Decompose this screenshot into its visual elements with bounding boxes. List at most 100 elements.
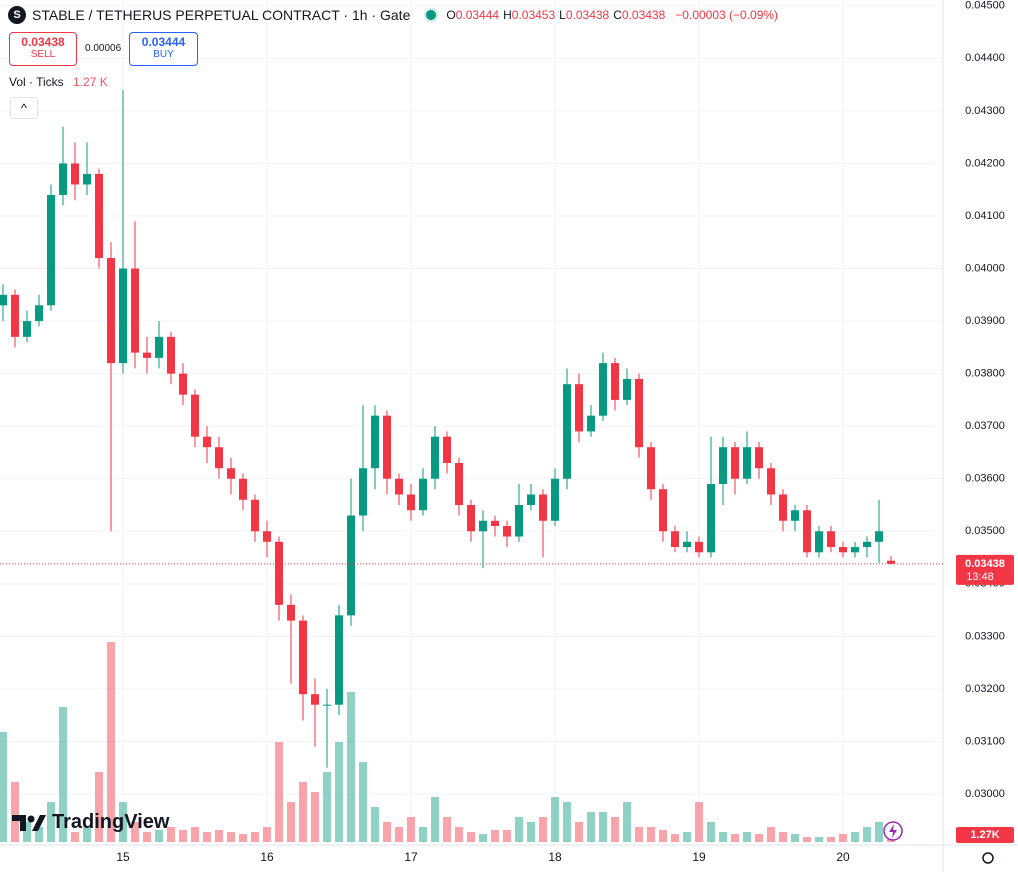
candle-body	[623, 378, 631, 400]
candle-body	[515, 505, 523, 537]
logo-text: TradingView	[52, 811, 170, 833]
collapse-button[interactable]: ^	[10, 97, 38, 119]
volume-bar	[551, 797, 559, 842]
volume-bar	[263, 827, 271, 842]
x-tick-label: 19	[692, 850, 706, 864]
volume-bar	[47, 802, 55, 842]
x-tick-label: 17	[404, 850, 418, 864]
volume-bar	[719, 832, 727, 842]
volume-bar	[743, 832, 751, 842]
volume-bar	[659, 830, 667, 842]
logo-mark	[12, 814, 46, 831]
volume-bar	[611, 817, 619, 842]
candle-body	[827, 531, 835, 548]
candle-body	[851, 547, 859, 553]
candle-body	[779, 494, 787, 521]
volume-bar	[419, 827, 427, 842]
y-tick-label: 0.03800	[965, 368, 1005, 380]
candle-body	[299, 620, 307, 695]
candle-body	[191, 394, 199, 437]
candle-body	[335, 615, 343, 705]
candle-body	[167, 336, 175, 374]
volume-bar	[203, 832, 211, 842]
settings-button[interactable]	[982, 852, 994, 864]
candle-body	[491, 520, 499, 527]
volume-bar	[95, 772, 103, 842]
candle-body	[479, 520, 487, 532]
buy-button[interactable]: 0.03444 BUY	[129, 32, 198, 66]
volume-legend-value: 1.27 K	[73, 75, 108, 89]
candle-body	[767, 468, 775, 495]
volume-bar	[275, 742, 283, 842]
change: −0.00003 (−0.09%)	[675, 8, 779, 22]
volume-bar	[251, 832, 259, 842]
volume-bar	[155, 830, 163, 842]
candle-body	[539, 494, 547, 521]
volume-bar	[179, 830, 187, 842]
x-tick-label: 16	[260, 850, 274, 864]
volume-bar	[0, 732, 7, 842]
volume-bar	[299, 782, 307, 842]
volume-bar	[791, 834, 799, 842]
candle-body	[371, 415, 379, 469]
candle-body	[659, 489, 667, 532]
y-tick-label: 0.04500	[965, 0, 1005, 12]
status-dot	[426, 10, 437, 20]
volume-bar	[527, 822, 535, 842]
candle-body	[383, 415, 391, 479]
y-tick-label: 0.04400	[965, 52, 1005, 64]
candle-body	[239, 478, 247, 500]
candle-body	[719, 447, 727, 484]
volume-bar	[815, 837, 823, 842]
volume-bar	[59, 707, 67, 842]
volume-bar	[107, 642, 115, 842]
volume-bar	[707, 822, 715, 842]
volume-bar	[731, 834, 739, 842]
candle-body	[875, 531, 883, 542]
volume-bar	[863, 827, 871, 842]
candle-body	[143, 352, 151, 358]
y-tick-label: 0.04000	[965, 262, 1005, 274]
y-tick-label: 0.03600	[965, 473, 1005, 485]
sell-label: SELL	[30, 49, 56, 60]
candle-body	[887, 560, 895, 564]
volume-bar	[287, 802, 295, 842]
x-tick-label: 18	[548, 850, 562, 864]
x-tick-label: 15	[116, 850, 130, 864]
candle-body	[395, 478, 403, 495]
volume-bar	[587, 812, 595, 842]
symbol-icon: S	[8, 6, 26, 24]
volume-bar	[479, 834, 487, 842]
y-tick-label: 0.03700	[965, 420, 1005, 432]
candle-body	[347, 515, 355, 616]
sell-price: 0.03438	[21, 35, 65, 49]
y-tick-label: 0.04300	[965, 105, 1005, 117]
candle-body	[611, 363, 619, 400]
volume-bar	[767, 827, 775, 842]
candle-body	[155, 336, 163, 358]
volume-bar	[803, 837, 811, 842]
volume-bar	[635, 827, 643, 842]
volume-bar	[875, 822, 883, 842]
volume-bar	[131, 822, 139, 842]
candle-body	[0, 294, 7, 306]
candle-body	[551, 478, 559, 521]
candle-body	[635, 378, 643, 448]
sell-button[interactable]: 0.03438 SELL	[9, 32, 77, 66]
volume-bar	[119, 802, 127, 842]
candle-body	[431, 436, 439, 479]
volume-bar	[647, 827, 655, 842]
last-price-label: 0.03438	[965, 558, 1005, 570]
x-tick-label: 20	[836, 850, 850, 864]
volume-bar	[359, 762, 367, 842]
ohlc-key: O	[446, 8, 456, 22]
volume-bar	[851, 832, 859, 842]
volume-bar	[779, 832, 787, 842]
candle-body	[443, 436, 451, 463]
ohlc-key: C	[613, 8, 622, 22]
candle-body	[107, 258, 115, 364]
candle-body	[467, 505, 475, 532]
ohlc-value: 0.03438	[565, 8, 610, 22]
